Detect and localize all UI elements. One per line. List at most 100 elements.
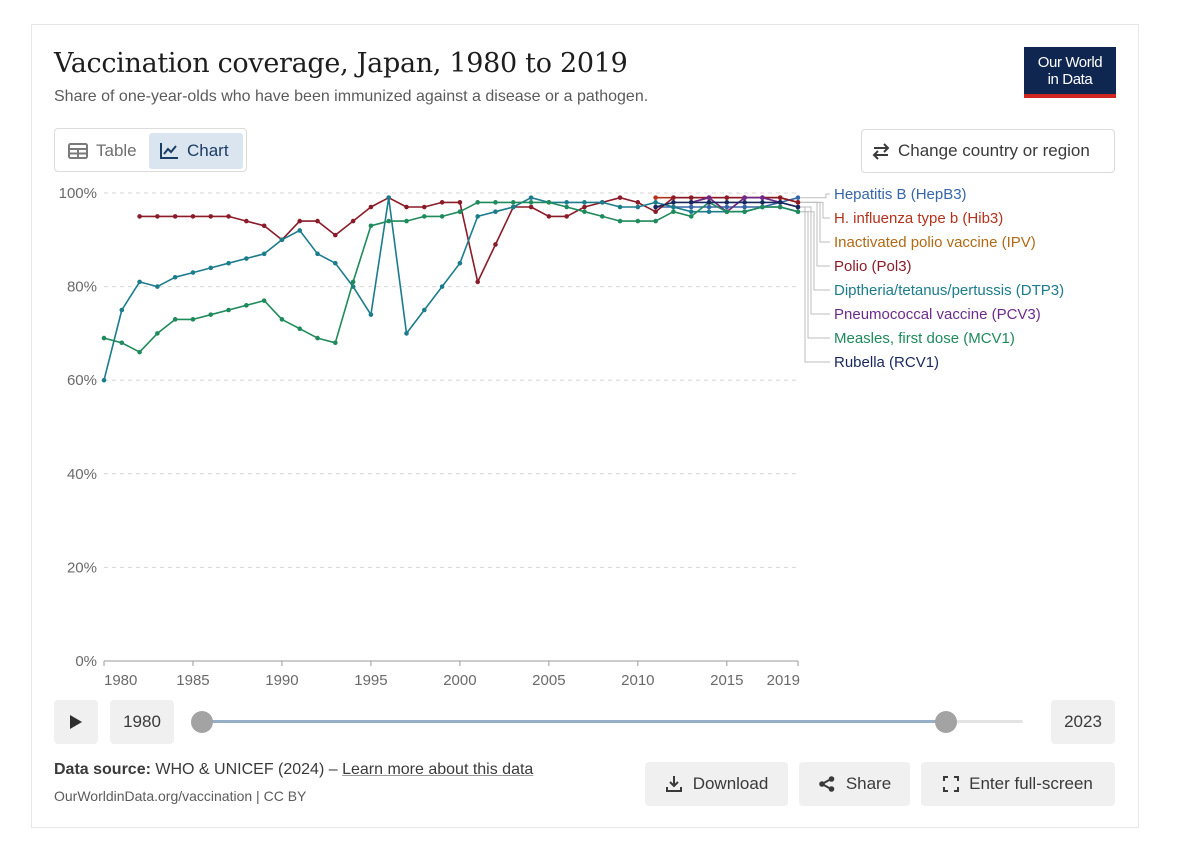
data-point <box>439 214 445 219</box>
timeline-start-handle[interactable] <box>191 711 213 733</box>
page-title: Vaccination coverage, Japan, 1980 to 201… <box>54 48 628 79</box>
data-point <box>244 256 249 261</box>
data-point <box>653 218 658 224</box>
logo-line-2: in Data <box>1047 71 1093 88</box>
legend-label: Pneumococcal vaccine (PCV3) <box>834 306 1041 323</box>
data-point <box>226 260 231 266</box>
data-point <box>208 214 214 219</box>
data-point <box>528 195 534 200</box>
data-point <box>244 218 249 224</box>
share-label: Share <box>845 774 892 793</box>
data-point <box>724 195 730 200</box>
data-point <box>653 200 658 205</box>
data-point <box>422 307 427 313</box>
data-point <box>528 200 534 205</box>
data-point <box>688 200 694 205</box>
play-button[interactable] <box>54 700 98 744</box>
download-button[interactable]: Download <box>645 762 788 806</box>
data-point <box>457 209 463 215</box>
data-point <box>404 204 409 210</box>
data-point <box>457 200 463 205</box>
data-point <box>795 204 801 210</box>
data-point <box>599 214 605 219</box>
data-point <box>635 218 641 224</box>
data-point <box>261 223 267 229</box>
data-point <box>635 200 641 205</box>
data-point <box>546 214 552 219</box>
data-point <box>742 204 747 210</box>
data-point <box>777 204 783 210</box>
tab-table[interactable]: Table <box>59 133 147 169</box>
data-point <box>208 265 214 271</box>
data-point <box>155 331 160 336</box>
change-region-label: Change country or region <box>898 141 1090 160</box>
tab-chart-label: Chart <box>187 141 229 160</box>
source-url: OurWorldinData.org/vaccination | CC BY <box>54 788 307 804</box>
data-point <box>422 214 427 219</box>
x-tick-label: 1985 <box>176 672 209 689</box>
table-icon <box>68 143 88 159</box>
data-point <box>297 218 303 224</box>
y-tick-label: 0% <box>75 653 97 670</box>
data-point <box>119 307 125 313</box>
data-point <box>297 326 303 332</box>
data-point <box>795 195 801 200</box>
data-point <box>368 312 374 317</box>
data-point <box>475 200 480 205</box>
line-chart-icon <box>160 143 178 159</box>
data-point <box>279 237 285 243</box>
data-point <box>119 340 125 346</box>
data-point <box>333 260 338 266</box>
data-point <box>493 242 498 247</box>
data-point <box>564 200 569 205</box>
timeline-end-year[interactable]: 2023 <box>1051 700 1115 744</box>
data-point <box>635 204 641 210</box>
data-point <box>760 195 765 200</box>
timeline-end-handle[interactable] <box>935 711 957 733</box>
data-point <box>671 209 676 215</box>
series-line <box>139 196 799 283</box>
data-point <box>226 307 231 313</box>
data-point <box>724 204 730 210</box>
x-tick-label: 1980 <box>104 672 137 689</box>
data-point <box>564 204 569 210</box>
data-point <box>190 214 196 219</box>
learn-more-link[interactable]: Learn more about this data <box>342 761 534 778</box>
line-chart: 0% 20% 40% 60% 80% 100% 1980 1985 1990 1995 2000 20… <box>59 185 1064 689</box>
timeline-selected-range <box>202 720 946 723</box>
data-point <box>760 200 765 205</box>
data-point <box>137 349 142 355</box>
data-point <box>439 284 445 289</box>
data-point <box>795 209 801 215</box>
source-text: WHO & UNICEF (2024) – <box>150 761 343 778</box>
data-point <box>333 340 338 346</box>
legend-label: Inactivated polio vaccine (IPV) <box>834 234 1036 251</box>
data-point <box>653 209 658 215</box>
series-line <box>103 196 799 381</box>
data-point <box>599 200 605 205</box>
data-point <box>155 214 160 219</box>
data-point <box>226 214 231 219</box>
owid-logo[interactable]: Our World in Data <box>1024 47 1116 98</box>
series-line <box>103 201 799 353</box>
x-tick-label: 1995 <box>354 672 387 689</box>
legend-connector <box>801 206 830 315</box>
timeline-start-year[interactable]: 1980 <box>110 700 174 744</box>
legend-label: Diptheria/tetanus/pertussis (DTP3) <box>834 282 1064 299</box>
data-point <box>582 204 587 210</box>
data-point <box>724 209 730 215</box>
data-point <box>457 260 463 266</box>
fullscreen-button[interactable]: Enter full-screen <box>921 762 1115 806</box>
data-point <box>137 214 142 219</box>
change-region-button[interactable]: Change country or region <box>861 129 1115 173</box>
swap-arrows-icon <box>872 143 890 160</box>
data-point <box>724 200 730 205</box>
data-point <box>582 209 587 215</box>
share-button[interactable]: Share <box>799 762 910 806</box>
data-point <box>350 279 356 285</box>
data-point <box>564 214 569 219</box>
data-point <box>368 223 374 229</box>
y-tick-label: 40% <box>67 466 97 483</box>
data-point <box>617 195 623 200</box>
tab-chart[interactable]: Chart <box>149 133 243 169</box>
